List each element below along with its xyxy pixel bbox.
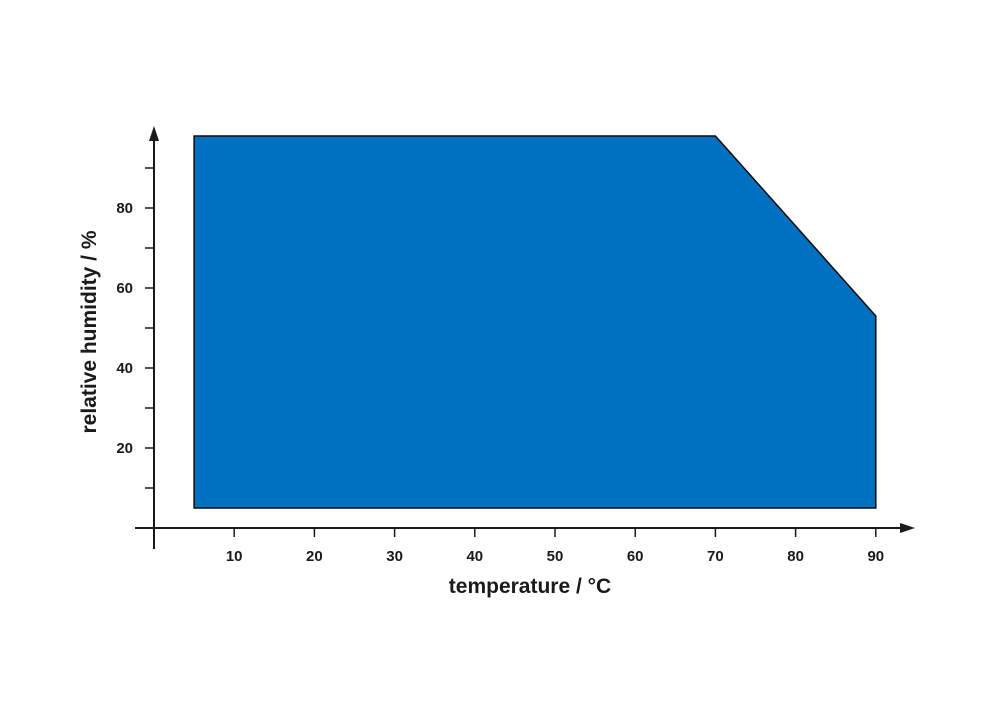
x-tick-label: 70	[707, 548, 724, 565]
axes	[135, 126, 915, 549]
x-tick-label: 20	[306, 548, 323, 565]
ticks: 10 20 30 40 50 60 70 80 90 20 40 60 80	[116, 167, 884, 565]
x-tick-label: 30	[386, 548, 403, 565]
x-tick-label: 50	[547, 548, 564, 565]
plot-area	[193, 135, 877, 509]
y-tick-label: 60	[116, 280, 133, 297]
x-tick-label: 80	[787, 548, 804, 565]
y-tick-label: 40	[116, 360, 133, 377]
operating-region	[193, 135, 877, 509]
y-tick-label: 80	[116, 200, 133, 217]
y-tick-label: 20	[116, 440, 133, 457]
y-axis-arrowhead	[149, 126, 159, 141]
x-tick-label: 90	[867, 548, 884, 565]
x-axis-title: temperature / °C	[449, 575, 611, 598]
x-tick-label: 40	[466, 548, 483, 565]
x-tick-label: 10	[226, 548, 243, 565]
x-tick-label: 60	[627, 548, 644, 565]
x-axis-arrowhead	[900, 523, 915, 533]
y-axis-title: relative humidity / %	[78, 230, 101, 433]
